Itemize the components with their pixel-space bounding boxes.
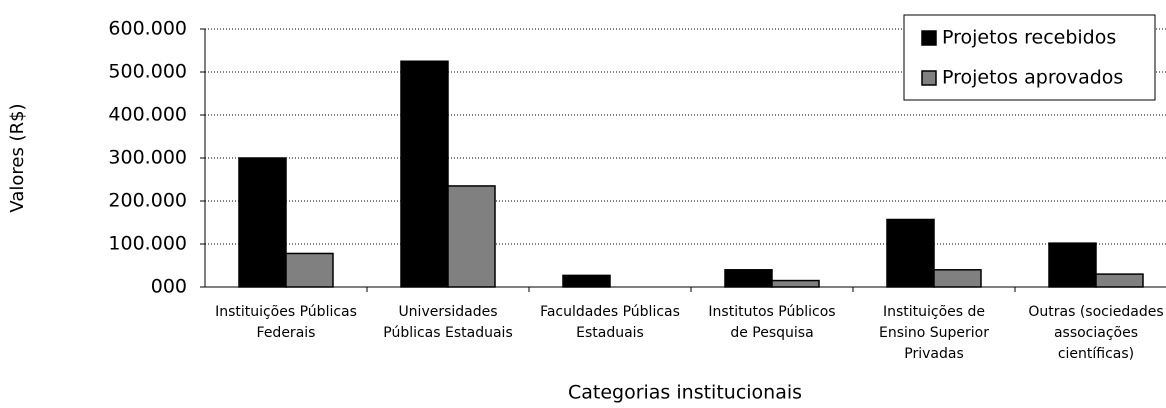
y-axis-title: Valores (R$) <box>7 103 28 212</box>
y-tick-label: 500.000 <box>108 61 187 83</box>
bar <box>724 269 773 288</box>
x-tick-label: de Pesquisa <box>730 325 813 341</box>
bar <box>400 60 449 288</box>
legend-swatch <box>921 70 937 86</box>
bar <box>886 218 935 288</box>
y-tick-label: 600.000 <box>108 18 187 40</box>
x-tick-label: Outras (sociedades <box>1028 304 1163 320</box>
x-tick-label: Públicas Estaduais <box>383 325 513 341</box>
bar <box>771 279 820 288</box>
legend-swatch <box>921 30 937 46</box>
legend-label: Projetos aprovados <box>942 67 1123 89</box>
x-tick-label: Ensino Superior <box>879 325 989 341</box>
x-tick-label: científicas) <box>1058 346 1134 362</box>
x-tick-label: associações <box>1054 325 1138 341</box>
y-tick-label: 000 <box>151 276 187 298</box>
bar <box>238 157 287 288</box>
y-tick-label: 100.000 <box>108 233 187 255</box>
y-tick-label: 200.000 <box>108 190 187 212</box>
legend-label: Projetos recebidos <box>942 27 1116 49</box>
x-tick-label: Universidades <box>398 304 497 320</box>
y-tick-label: 300.000 <box>108 147 187 169</box>
x-tick-label: Faculdades Públicas <box>540 304 680 320</box>
x-tick-label: Instituições de <box>883 304 985 320</box>
x-tick-label: Instituições Públicas <box>215 304 357 320</box>
x-tick-label: Estaduais <box>576 325 644 341</box>
bar <box>447 185 496 288</box>
x-axis-title: Categorias institucionais <box>568 382 802 404</box>
bar <box>285 252 334 288</box>
x-tick-label: Federais <box>257 325 316 341</box>
bar <box>1095 273 1144 288</box>
legend-box <box>903 14 1156 101</box>
bar <box>1048 242 1097 288</box>
x-tick-label: Institutos Públicos <box>708 304 835 320</box>
bar <box>562 274 611 288</box>
x-tick-label: Privadas <box>904 346 963 362</box>
bar <box>933 269 982 288</box>
y-tick-label: 400.000 <box>108 104 187 126</box>
